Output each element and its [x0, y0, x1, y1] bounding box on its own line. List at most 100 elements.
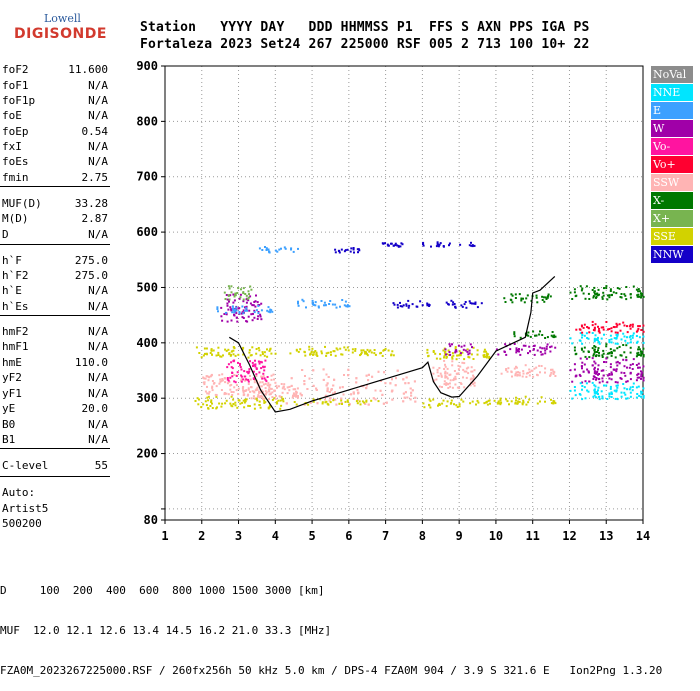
- param-label: foF1: [2, 79, 29, 92]
- echo-point: [547, 295, 549, 298]
- echo-point: [591, 347, 594, 350]
- echo-point: [244, 293, 247, 295]
- echo-point: [266, 355, 269, 358]
- echo-point: [270, 352, 273, 355]
- echo-point: [638, 295, 641, 298]
- echo-point: [637, 346, 640, 349]
- echo-point: [360, 349, 363, 352]
- echo-cluster: [513, 330, 557, 339]
- echo-point: [367, 373, 370, 376]
- echo-point: [421, 304, 424, 307]
- echo-point: [465, 370, 468, 373]
- echo-point: [620, 395, 623, 398]
- echo-point: [579, 332, 582, 335]
- echo-point: [612, 291, 615, 294]
- echo-point: [497, 400, 500, 403]
- echo-point: [394, 384, 397, 387]
- echo-point: [349, 250, 352, 253]
- echo-point: [257, 347, 260, 349]
- echo-point: [240, 380, 243, 383]
- echo-point: [240, 368, 243, 371]
- echo-point: [240, 375, 243, 378]
- echo-point: [248, 309, 251, 312]
- echo-point: [552, 401, 555, 403]
- y-tick-label: 800: [136, 114, 158, 128]
- param-row: foEs N/A: [2, 155, 108, 169]
- echo-point: [198, 398, 200, 401]
- echo-point: [326, 388, 329, 391]
- echo-cluster: [381, 242, 404, 248]
- echo-point: [295, 394, 298, 396]
- echo-point: [215, 354, 218, 357]
- echo-point: [638, 290, 641, 293]
- echo-point: [449, 345, 452, 348]
- echo-point: [602, 349, 605, 352]
- echo-point: [391, 398, 394, 401]
- echo-point: [365, 352, 368, 355]
- echo-point: [525, 297, 528, 300]
- echo-point: [255, 352, 258, 355]
- echo-point: [365, 400, 368, 403]
- echo-point: [602, 352, 605, 355]
- echo-point: [278, 248, 281, 251]
- param-row: hmF2 N/A: [2, 325, 108, 339]
- echo-point: [470, 353, 473, 356]
- y-tick-label: 600: [136, 225, 158, 239]
- echo-point: [366, 348, 369, 351]
- echo-point: [333, 398, 336, 401]
- echo-point: [460, 352, 462, 355]
- param-label: hmF2: [2, 325, 29, 338]
- param-label: yF1: [2, 387, 22, 400]
- x-tick-label: 8: [419, 529, 426, 543]
- echo-point: [586, 337, 589, 339]
- echo-point: [594, 362, 597, 365]
- echo-cluster: [216, 304, 274, 315]
- echo-point: [437, 404, 439, 407]
- echo-point: [518, 371, 521, 374]
- echo-point: [592, 296, 595, 299]
- echo-point: [628, 388, 631, 391]
- echo-point: [580, 324, 583, 327]
- echo-point: [269, 387, 272, 390]
- echo-point: [586, 389, 589, 392]
- echo-point: [629, 335, 632, 337]
- echo-point: [610, 371, 613, 374]
- echo-point: [601, 380, 604, 383]
- param-row: foE N/A: [2, 109, 108, 123]
- echo-point: [612, 326, 615, 328]
- echo-point: [242, 291, 245, 294]
- echo-point: [463, 358, 466, 361]
- echo-point: [642, 335, 645, 338]
- echo-point: [497, 401, 500, 404]
- echo-point: [606, 374, 609, 377]
- echo-point: [642, 354, 645, 356]
- echo-point: [408, 304, 411, 307]
- echo-point: [262, 383, 265, 386]
- echo-point: [506, 400, 509, 403]
- param-value: N/A: [88, 418, 108, 431]
- echo-point: [263, 369, 266, 372]
- echo-point: [352, 391, 355, 394]
- echo-point: [359, 403, 362, 406]
- echo-point: [573, 349, 576, 352]
- echo-point: [605, 357, 608, 360]
- echo-point: [527, 401, 530, 404]
- echo-point: [346, 346, 349, 349]
- echo-point: [622, 344, 625, 346]
- echo-point: [513, 333, 516, 335]
- echo-point: [258, 349, 261, 352]
- echo-point: [321, 402, 324, 405]
- echo-point: [451, 356, 454, 359]
- echo-point: [341, 403, 343, 405]
- echo-point: [574, 394, 577, 397]
- y-tick-label: 700: [136, 170, 158, 184]
- echo-point: [488, 399, 491, 402]
- echo-point: [232, 391, 235, 394]
- echo-point: [520, 348, 523, 351]
- echo-point: [255, 309, 258, 312]
- echo-point: [602, 328, 605, 331]
- echo-point: [231, 305, 234, 308]
- echo-point: [620, 377, 623, 380]
- echo-point: [234, 354, 237, 357]
- echo-point: [615, 390, 618, 393]
